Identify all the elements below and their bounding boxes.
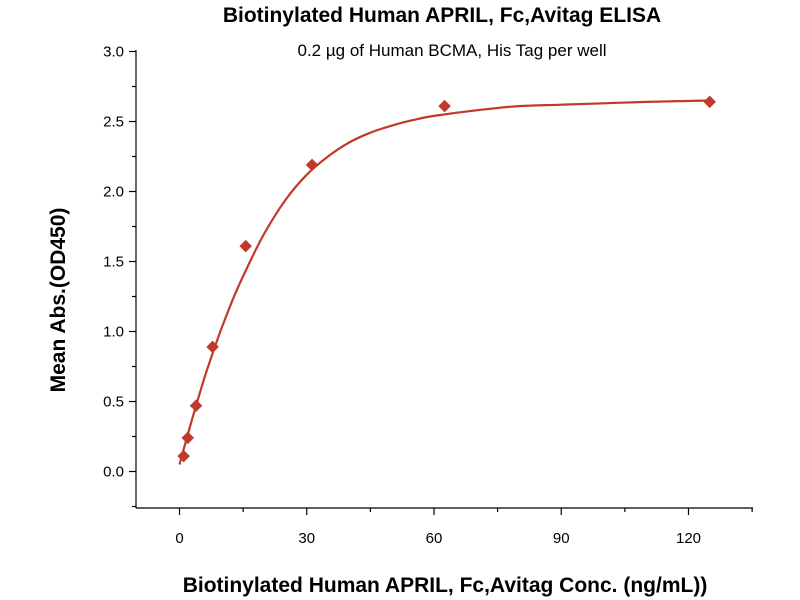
y-ticks: 0.0 0.5 1.0 1.5 2.0 2.5 3.0 (103, 44, 136, 508)
y-tick-label: 1.0 (103, 324, 124, 341)
x-tick-label: 30 (298, 530, 315, 547)
data-point (181, 431, 195, 445)
data-point (239, 239, 253, 253)
y-tick-label: 2.5 (103, 114, 124, 131)
x-axis-label: Biotinylated Human APRIL, Fc,Avitag Conc… (183, 574, 708, 597)
chart-title: Biotinylated Human APRIL, Fc,Avitag ELIS… (223, 4, 661, 27)
y-tick-label: 1.5 (103, 254, 124, 271)
axes (135, 50, 753, 509)
y-tick-label: 3.0 (103, 44, 124, 61)
x-ticks: 0 30 60 90 120 (175, 508, 753, 547)
y-axis-label: Mean Abs.(OD450) (47, 208, 70, 393)
chart-subtitle: 0.2 µg of Human BCMA, His Tag per well (298, 41, 607, 60)
data-points (177, 95, 717, 463)
fit-curve (178, 99, 710, 465)
data-point (305, 158, 319, 172)
data-point (177, 449, 191, 463)
y-tick-label: 0.0 (103, 464, 124, 481)
y-tick-label: 0.5 (103, 394, 124, 411)
data-point (703, 95, 717, 109)
data-point (438, 99, 451, 113)
data-point (189, 399, 203, 413)
x-tick-label: 120 (676, 530, 701, 547)
data-point (206, 340, 219, 354)
x-tick-label: 0 (175, 530, 183, 547)
x-tick-label: 60 (426, 530, 443, 547)
x-tick-label: 90 (553, 530, 570, 547)
y-tick-label: 2.0 (103, 184, 124, 201)
